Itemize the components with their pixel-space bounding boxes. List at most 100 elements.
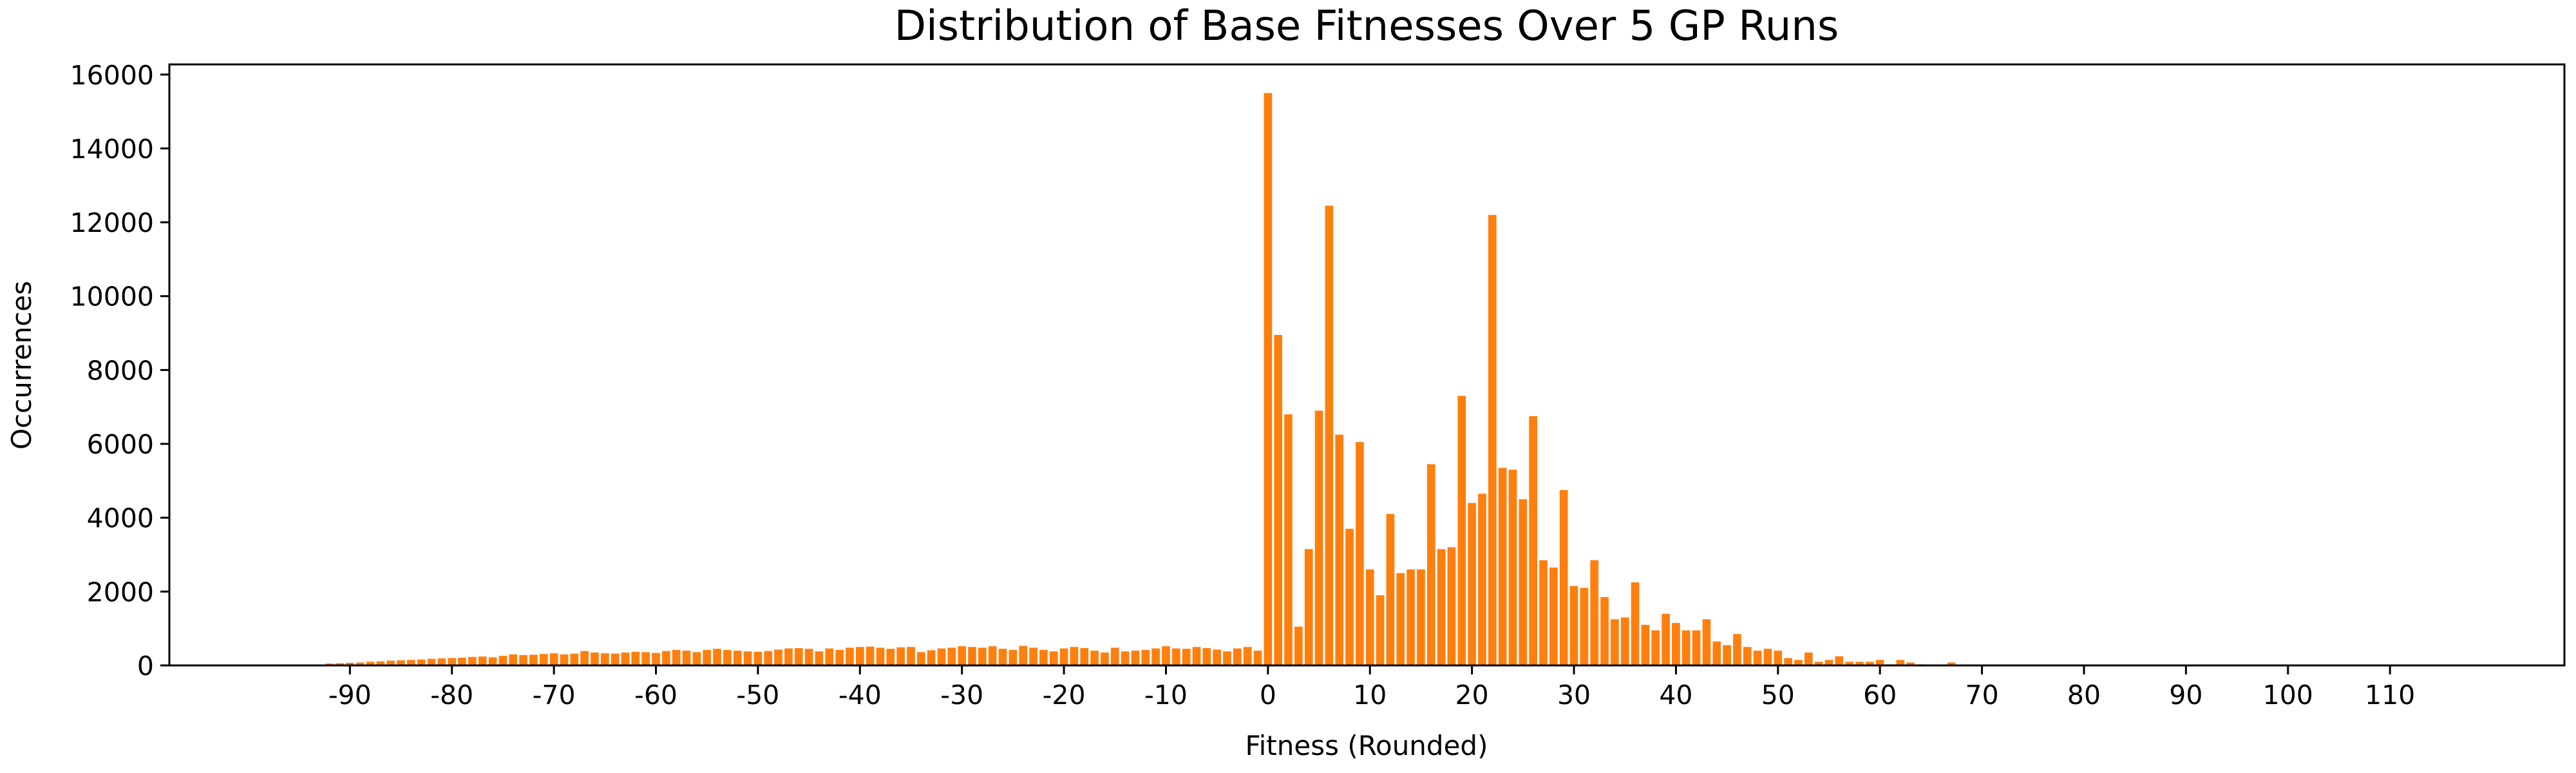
plot-frame [168, 63, 2566, 667]
x-tick-label: 80 [2067, 680, 2101, 711]
x-tick-label: -50 [736, 680, 779, 711]
bar [794, 648, 803, 665]
bar [1651, 630, 1660, 665]
bar [815, 651, 824, 665]
bar [1437, 549, 1446, 665]
bar [1457, 396, 1466, 665]
bar [1498, 468, 1507, 665]
bar [703, 649, 712, 665]
bar [866, 646, 875, 665]
bar [1774, 651, 1783, 665]
bar [1284, 414, 1293, 665]
bar [570, 653, 579, 665]
bar [1569, 586, 1578, 665]
bar [1784, 658, 1792, 665]
bar [937, 648, 946, 665]
bar [1417, 569, 1425, 665]
bar [1213, 649, 1222, 665]
bar [1743, 647, 1752, 665]
bar [498, 656, 507, 665]
y-axis-label: Occurrences [6, 281, 37, 450]
bar [672, 649, 681, 665]
bar [488, 657, 497, 665]
bar [1488, 215, 1497, 666]
bar [600, 653, 609, 665]
bar [1131, 651, 1140, 665]
bar [1947, 662, 1956, 665]
bar [1824, 660, 1833, 665]
bar [1345, 528, 1354, 665]
bar [1029, 647, 1037, 665]
x-tick-label: -10 [1144, 680, 1188, 711]
bar [1753, 651, 1762, 665]
bar [978, 647, 987, 665]
bar [560, 654, 569, 665]
bar [804, 649, 813, 665]
y-tick-label: 14000 [70, 133, 154, 164]
bar [1539, 560, 1548, 665]
bar [1253, 651, 1262, 665]
bar [1121, 651, 1130, 665]
bar [1702, 619, 1711, 665]
bar [846, 647, 854, 665]
chart-title: Distribution of Base Fitnesses Over 5 GP… [895, 3, 1839, 50]
bar [1019, 645, 1028, 665]
bar [1723, 645, 1731, 665]
bar [1590, 560, 1599, 665]
bar [723, 649, 732, 665]
bar [1845, 662, 1854, 665]
x-tick-label: -60 [634, 680, 677, 711]
bar [662, 651, 670, 665]
bar [998, 649, 1007, 665]
bar [1314, 410, 1323, 665]
bar [784, 648, 793, 665]
x-tick-label: 20 [1455, 680, 1489, 711]
bar [1508, 470, 1517, 665]
bar [1468, 502, 1476, 665]
bar [1600, 596, 1609, 665]
bar [1406, 569, 1415, 665]
bar [509, 654, 518, 665]
bar [1325, 205, 1334, 665]
x-tick-label: -40 [838, 680, 882, 711]
y-tick-label: 6000 [87, 429, 154, 460]
bar [1631, 582, 1640, 665]
bar [1620, 617, 1629, 665]
bar [835, 649, 844, 665]
bar [621, 652, 630, 665]
bar [1519, 499, 1528, 665]
bar [958, 646, 967, 665]
bar [1162, 646, 1170, 665]
bar [1080, 648, 1089, 665]
bar [1223, 651, 1231, 665]
bar [458, 657, 466, 665]
bar [1866, 662, 1874, 665]
bar [1264, 93, 1273, 665]
bar [641, 652, 650, 665]
y-tick-label: 12000 [70, 207, 154, 238]
bar [1396, 573, 1405, 665]
bar [1049, 651, 1058, 665]
bar [927, 650, 936, 665]
bar [346, 662, 354, 665]
bar [764, 651, 773, 665]
bar [1059, 648, 1068, 665]
bar [1804, 652, 1813, 665]
x-tick-label: 110 [2365, 680, 2415, 711]
bar [1692, 630, 1701, 665]
y-tick-label: 0 [137, 651, 154, 682]
bar [1549, 568, 1558, 665]
bar [1151, 648, 1160, 665]
bar [1365, 569, 1374, 665]
bar [1182, 649, 1191, 665]
bar [1529, 416, 1538, 665]
bar [1274, 334, 1283, 665]
x-tick-label: 60 [1863, 680, 1897, 711]
bar [631, 651, 640, 665]
bar [437, 658, 446, 665]
bar [988, 646, 997, 665]
bar [1814, 662, 1823, 665]
bar [682, 651, 691, 665]
bar [1101, 652, 1109, 665]
